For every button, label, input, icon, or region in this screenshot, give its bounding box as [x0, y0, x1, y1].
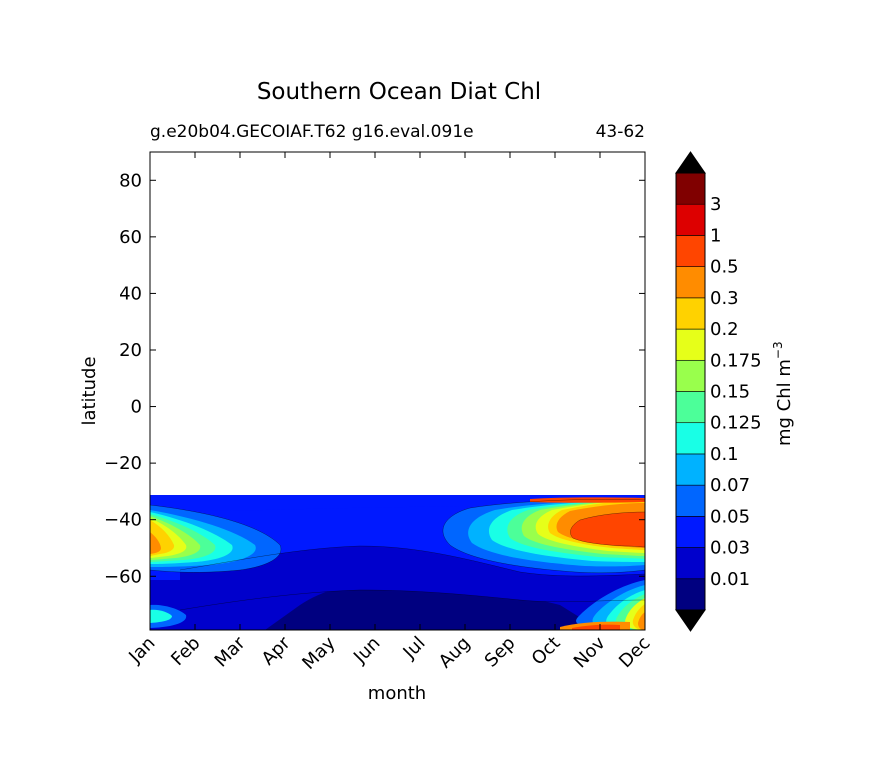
field-jan-05 — [150, 532, 161, 554]
colorbar-tick-label: 0.03 — [710, 538, 750, 559]
y-tick-label: −40 — [104, 510, 142, 531]
colorbar-tick-label: 0.15 — [710, 382, 750, 403]
x-tick-label: Aug — [435, 633, 475, 673]
colorbar-bin — [675, 203, 706, 236]
colorbar-extend-over — [675, 151, 706, 174]
colorbar-tick-label: 0.1 — [710, 444, 739, 465]
field-south-jan-012 — [150, 609, 172, 623]
heatmap-field — [150, 495, 645, 630]
chart-subtitle-left: g.e20b04.GECOIAF.T62 g16.eval.091e — [150, 122, 474, 142]
x-tick-label: Oct — [528, 633, 565, 670]
y-axis-label: latitude — [79, 356, 100, 425]
contour-line — [570, 511, 645, 548]
y-tick-label: 20 — [119, 340, 142, 361]
field-sep-north-red — [530, 497, 645, 503]
y-tick-label: 0 — [131, 397, 142, 418]
y-tick-label: −60 — [104, 566, 142, 587]
colorbar-bin — [675, 297, 706, 330]
contour-lines — [150, 499, 645, 611]
colorbar-tick-label: 0.01 — [710, 569, 750, 590]
x-tick-label: Jun — [349, 633, 384, 668]
colorbar-bin — [675, 328, 706, 361]
colorbar-tick-label: 1 — [710, 225, 721, 246]
contour-line — [150, 504, 282, 573]
x-tick-label: Jul — [399, 633, 430, 664]
field-dec-south-05 — [638, 612, 645, 630]
x-tick-label: Nov — [570, 632, 610, 672]
colorbar-label-exponent: −3 — [771, 341, 785, 359]
colorbar-tick-label: 0.07 — [710, 475, 750, 496]
chart-title: Southern Ocean Diat Chl — [257, 79, 541, 105]
field-winter-low — [180, 546, 645, 610]
contour-line — [442, 499, 645, 574]
colorbar-tick-label: 0.125 — [710, 413, 762, 434]
colorbar: 0.01 0.03 0.05 0.07 0.1 0.125 0.15 0.175 0.2 0.3 0… — [675, 151, 762, 632]
y-tick-label: −20 — [104, 453, 142, 474]
colorbar-bin — [675, 266, 706, 299]
colorbar-bin — [675, 235, 706, 267]
colorbar-frame — [675, 172, 706, 611]
colorbar-label-base: mg Chl m — [774, 359, 795, 446]
y-tick-label: 60 — [119, 227, 142, 248]
y-tick-label: 40 — [119, 283, 142, 304]
colorbar-bin — [675, 547, 706, 580]
colorbar-bin — [675, 453, 706, 486]
contour-line — [179, 545, 645, 577]
colorbar-tick-label: 0.2 — [710, 319, 739, 340]
x-tick-label: Mar — [211, 632, 250, 671]
colorbar-tick-label: 0.5 — [710, 257, 739, 278]
chart-subtitle-right: 43-62 — [596, 122, 645, 142]
colorbar-bin — [675, 422, 706, 455]
colorbar-label: mg Chl m−3 — [771, 341, 795, 446]
colorbar-bin — [675, 359, 706, 392]
colorbar-tick-label: 3 — [710, 194, 721, 215]
colorbar-tick-label: 0.3 — [710, 288, 739, 309]
colorbar-extend-under — [675, 609, 706, 632]
x-tick-label: May — [298, 632, 339, 673]
y-axis: 80 60 40 20 0 −20 −40 −60 — [104, 170, 645, 587]
colorbar-bin — [675, 391, 706, 424]
contour-line — [179, 589, 645, 611]
colorbar-bin — [675, 172, 706, 205]
x-tick-label: Apr — [258, 632, 295, 669]
x-tick-label: Dec — [615, 633, 654, 672]
field-spring-1 — [570, 512, 645, 547]
x-axis-label: month — [368, 683, 426, 704]
colorbar-tick-label: 0.175 — [710, 350, 762, 371]
field-winter-core — [265, 580, 600, 630]
field-north-strip — [150, 495, 645, 511]
colorbar-tick-label: 0.05 — [710, 506, 750, 527]
colorbar-bin — [675, 484, 706, 517]
x-tick-label: Feb — [167, 633, 204, 670]
colorbar-bin — [675, 516, 706, 548]
y-tick-label: 80 — [119, 170, 142, 191]
plot-frame — [149, 151, 646, 631]
x-tick-label: Jan — [124, 633, 159, 668]
x-tick-label: Sep — [481, 633, 520, 672]
colorbar-bin — [675, 578, 706, 611]
field-nov-edge-red — [572, 624, 620, 630]
